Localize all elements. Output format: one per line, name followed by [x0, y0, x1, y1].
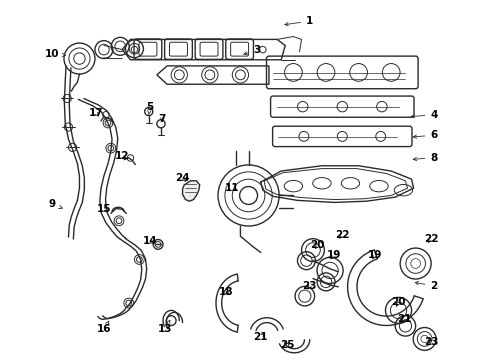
Text: 5: 5: [146, 102, 153, 114]
Text: 19: 19: [367, 251, 381, 260]
Text: 22: 22: [423, 234, 438, 244]
Text: 25: 25: [280, 340, 294, 350]
Text: 3: 3: [244, 45, 260, 55]
Text: 19: 19: [326, 251, 341, 260]
Text: 21: 21: [396, 314, 411, 324]
Text: 1: 1: [285, 16, 313, 26]
Text: 20: 20: [390, 297, 405, 307]
Text: 2: 2: [414, 281, 437, 291]
Text: 14: 14: [142, 236, 157, 246]
Text: 24: 24: [175, 173, 189, 183]
Text: 4: 4: [410, 110, 437, 120]
Text: 18: 18: [219, 287, 233, 297]
Text: 22: 22: [334, 230, 349, 240]
Text: 11: 11: [224, 183, 239, 193]
Text: 23: 23: [302, 281, 316, 291]
Text: 20: 20: [310, 240, 325, 250]
Text: 6: 6: [412, 130, 437, 140]
Text: 9: 9: [48, 199, 62, 210]
Text: 23: 23: [423, 337, 438, 347]
Text: 8: 8: [412, 153, 437, 163]
Text: 10: 10: [45, 49, 65, 59]
Polygon shape: [182, 181, 199, 201]
Text: 15: 15: [97, 203, 111, 213]
Text: 12: 12: [115, 150, 129, 161]
Text: 7: 7: [158, 114, 165, 124]
Text: 21: 21: [253, 332, 267, 342]
Text: 16: 16: [97, 321, 111, 334]
Text: 17: 17: [88, 108, 103, 118]
Text: 13: 13: [158, 320, 172, 334]
